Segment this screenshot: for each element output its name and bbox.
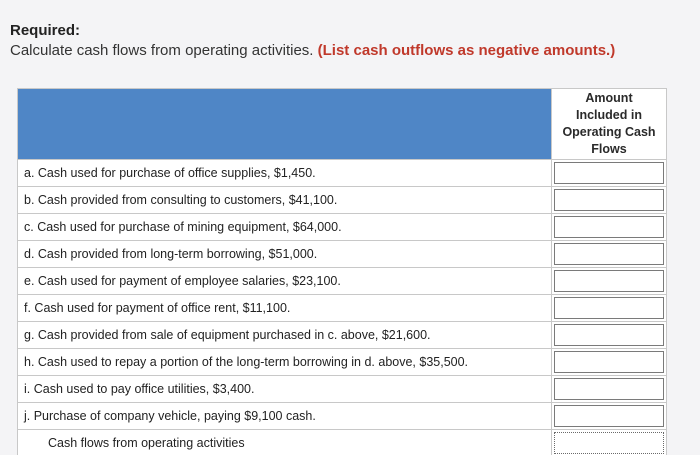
total-label: Cash flows from operating activities bbox=[17, 429, 552, 455]
table-row: f. Cash used for payment of office rent,… bbox=[17, 294, 667, 322]
amount-cell bbox=[551, 213, 667, 241]
header-blank-cell bbox=[17, 88, 552, 160]
amount-input-a[interactable] bbox=[554, 162, 664, 184]
amount-cell bbox=[551, 348, 667, 376]
total-row: Cash flows from operating activities bbox=[17, 429, 667, 455]
amount-input-d[interactable] bbox=[554, 243, 664, 265]
amount-header-line-2: Included in bbox=[576, 108, 642, 122]
amount-cell bbox=[551, 240, 667, 268]
table-header-row: Amount Included in Operating Cash Flows bbox=[17, 88, 667, 160]
row-description: c. Cash used for purchase of mining equi… bbox=[17, 213, 552, 241]
row-description: f. Cash used for payment of office rent,… bbox=[17, 294, 552, 322]
row-description: h. Cash used to repay a portion of the l… bbox=[17, 348, 552, 376]
table-row: h. Cash used to repay a portion of the l… bbox=[17, 348, 667, 376]
amount-cell bbox=[551, 159, 667, 187]
instruction-main: Calculate cash flows from operating acti… bbox=[10, 42, 314, 59]
amount-cell bbox=[551, 267, 667, 295]
total-amount-input[interactable] bbox=[554, 432, 664, 454]
row-description: e. Cash used for payment of employee sal… bbox=[17, 267, 552, 295]
amount-cell bbox=[551, 294, 667, 322]
instruction-text: Calculate cash flows from operating acti… bbox=[10, 42, 615, 59]
amount-header-line-1: Amount bbox=[585, 91, 633, 105]
amount-input-f[interactable] bbox=[554, 297, 664, 319]
instruction-note: (List cash outflows as negative amounts.… bbox=[317, 42, 616, 59]
amount-input-b[interactable] bbox=[554, 189, 664, 211]
row-description: b. Cash provided from consulting to cust… bbox=[17, 186, 552, 214]
amount-header-line-3: Operating Cash bbox=[562, 125, 656, 139]
table-row: g. Cash provided from sale of equipment … bbox=[17, 321, 667, 349]
table-row: b. Cash provided from consulting to cust… bbox=[17, 186, 667, 214]
table-row: i. Cash used to pay office utilities, $3… bbox=[17, 375, 667, 403]
table-row: c. Cash used for purchase of mining equi… bbox=[17, 213, 667, 241]
amount-cell bbox=[551, 186, 667, 214]
row-description: i. Cash used to pay office utilities, $3… bbox=[17, 375, 552, 403]
amount-cell bbox=[551, 375, 667, 403]
amount-cell bbox=[551, 402, 667, 430]
table-row: j. Purchase of company vehicle, paying $… bbox=[17, 402, 667, 430]
row-description: d. Cash provided from long-term borrowin… bbox=[17, 240, 552, 268]
row-description: a. Cash used for purchase of office supp… bbox=[17, 159, 552, 187]
table-row: d. Cash provided from long-term borrowin… bbox=[17, 240, 667, 268]
amount-input-e[interactable] bbox=[554, 270, 664, 292]
row-description: j. Purchase of company vehicle, paying $… bbox=[17, 402, 552, 430]
total-amount-cell bbox=[551, 429, 667, 455]
amount-cell bbox=[551, 321, 667, 349]
table-row: e. Cash used for payment of employee sal… bbox=[17, 267, 667, 295]
amount-input-h[interactable] bbox=[554, 351, 664, 373]
required-heading: Required: bbox=[10, 22, 81, 39]
amount-column-header: Amount Included in Operating Cash Flows bbox=[551, 88, 667, 160]
amount-input-g[interactable] bbox=[554, 324, 664, 346]
table-row: a. Cash used for purchase of office supp… bbox=[17, 159, 667, 187]
operating-cash-flows-table: Amount Included in Operating Cash Flows … bbox=[17, 88, 667, 455]
amount-input-c[interactable] bbox=[554, 216, 664, 238]
amount-input-i[interactable] bbox=[554, 378, 664, 400]
amount-input-j[interactable] bbox=[554, 405, 664, 427]
amount-header-line-4: Flows bbox=[591, 142, 627, 156]
row-description: g. Cash provided from sale of equipment … bbox=[17, 321, 552, 349]
